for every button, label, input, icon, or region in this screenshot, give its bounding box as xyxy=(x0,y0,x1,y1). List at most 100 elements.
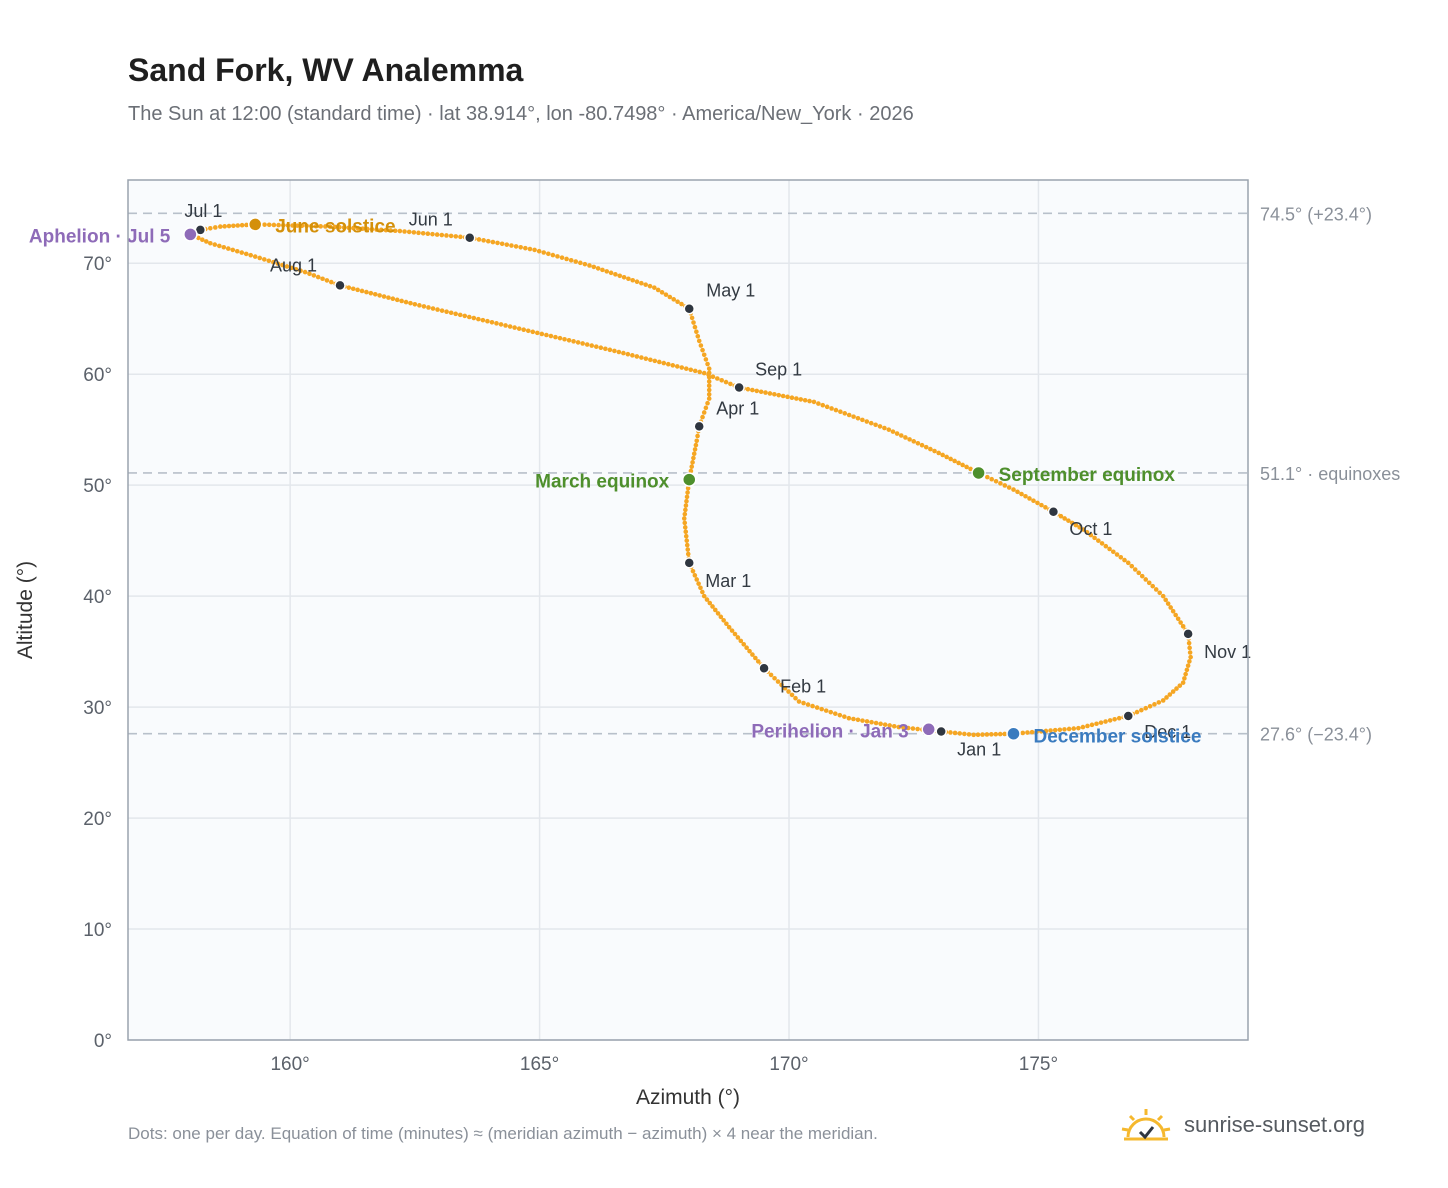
daily-dot xyxy=(1069,520,1075,526)
daily-dot xyxy=(364,289,369,295)
daily-dot xyxy=(729,628,735,633)
daily-dot xyxy=(683,529,689,535)
daily-dot xyxy=(767,391,773,396)
daily-dot xyxy=(750,387,755,393)
daily-dot xyxy=(715,376,720,381)
daily-dot xyxy=(425,231,431,237)
daily-dot xyxy=(503,323,508,328)
daily-dot xyxy=(1185,663,1191,668)
daily-dot xyxy=(1157,590,1162,596)
daily-dot xyxy=(735,635,741,640)
daily-dot xyxy=(587,263,592,268)
daily-dot xyxy=(216,243,222,249)
daily-dot xyxy=(530,329,536,335)
daily-dot xyxy=(1180,624,1186,629)
daily-dot xyxy=(320,276,325,282)
daily-dot xyxy=(553,334,558,340)
daily-dot xyxy=(208,240,213,246)
daily-dot xyxy=(698,585,703,591)
daily-dot xyxy=(372,291,378,297)
daily-dot xyxy=(406,229,412,235)
daily-dot xyxy=(578,260,583,266)
daily-dot xyxy=(557,335,563,341)
axis-ticks: 160° 165° 170° 175° 0° 10° 20° 30° 40° 50° 60° 70° xyxy=(83,254,1058,1075)
daily-dot xyxy=(397,228,403,234)
brand[interactable]: sunrise-sunset.org xyxy=(1120,1100,1365,1150)
daily-dot xyxy=(691,320,696,325)
daily-dot xyxy=(453,311,458,317)
daily-dot xyxy=(975,732,981,738)
daily-dot xyxy=(1034,729,1039,735)
month-label: Sep 1 xyxy=(755,360,802,380)
daily-dot xyxy=(684,542,690,548)
daily-dot xyxy=(1170,689,1176,694)
daily-dot xyxy=(541,250,547,255)
reference-line-label: 74.5° (+23.4°) xyxy=(1260,204,1372,224)
reference-line-label: 51.1° · equinoxes xyxy=(1260,464,1400,484)
daily-dot xyxy=(701,370,707,376)
daily-dot xyxy=(420,230,426,236)
daily-dot xyxy=(562,336,567,342)
daily-dot xyxy=(805,702,811,707)
daily-dot xyxy=(239,250,245,255)
daily-dot xyxy=(747,648,752,654)
daily-dot xyxy=(705,400,710,406)
daily-dot xyxy=(690,460,695,465)
daily-dot xyxy=(704,597,710,602)
daily-dot xyxy=(1165,601,1171,606)
event-label: Perihelion · Jan 3 xyxy=(751,721,908,742)
daily-dot xyxy=(685,547,691,552)
daily-dot xyxy=(271,259,276,265)
daily-dot xyxy=(1143,577,1149,582)
daily-dot xyxy=(816,401,821,406)
daily-dot xyxy=(417,303,422,308)
daily-dot xyxy=(667,294,673,300)
daily-dot xyxy=(494,321,499,326)
daily-dot xyxy=(779,682,784,688)
daily-dot xyxy=(453,234,459,239)
month-marker xyxy=(1047,506,1060,518)
daily-dot xyxy=(706,366,712,371)
daily-dot xyxy=(226,223,232,229)
daily-dot xyxy=(1129,563,1135,569)
daily-dot xyxy=(309,223,314,229)
daily-dot xyxy=(738,638,744,644)
daily-dot xyxy=(299,223,305,229)
daily-dot xyxy=(936,450,941,456)
daily-dot xyxy=(430,306,436,311)
reference-line-label: 27.6° (−23.4°) xyxy=(1260,725,1372,745)
daily-dot xyxy=(1156,700,1162,705)
daily-dot xyxy=(604,269,610,274)
daily-dot xyxy=(706,379,712,384)
daily-dot xyxy=(374,227,379,232)
daily-dot xyxy=(960,462,965,468)
daily-dot xyxy=(324,278,330,283)
daily-dot xyxy=(346,225,351,231)
daily-dot xyxy=(1023,493,1028,499)
daily-dot xyxy=(346,285,352,290)
daily-dot xyxy=(462,313,468,319)
daily-dot xyxy=(694,329,699,335)
daily-dot xyxy=(355,287,360,293)
daily-dot xyxy=(337,224,342,230)
daily-dot xyxy=(516,326,522,331)
daily-dot xyxy=(1160,593,1166,599)
daily-dot xyxy=(1187,659,1192,664)
daily-dot xyxy=(1167,692,1173,697)
month-marker xyxy=(463,231,476,244)
daily-dot xyxy=(1052,727,1058,733)
daily-dot xyxy=(696,338,702,344)
daily-dot xyxy=(289,265,294,271)
daily-dot xyxy=(350,286,356,292)
daily-dot xyxy=(591,264,597,270)
daily-dot xyxy=(439,232,445,238)
daily-dot xyxy=(685,551,691,557)
daily-dot xyxy=(824,404,830,410)
daily-dot xyxy=(683,533,689,539)
daily-dot xyxy=(616,349,622,355)
daily-dot xyxy=(318,224,323,229)
plot-area xyxy=(128,180,1248,1040)
daily-dot xyxy=(341,225,347,230)
daily-dot xyxy=(359,288,365,294)
month-marker xyxy=(758,662,770,675)
